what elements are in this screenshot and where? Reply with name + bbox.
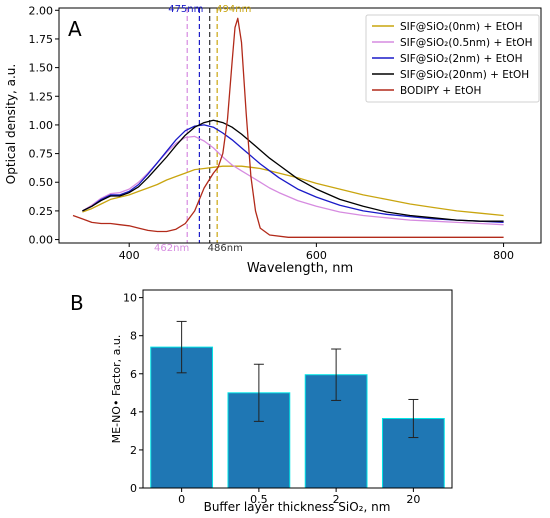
y-tick-label-2: 2.00 xyxy=(29,4,54,17)
plot-frame-a xyxy=(58,7,542,244)
y-tick-label-0.75: 0.75 xyxy=(29,148,54,161)
y-tick-label-1.75: 1.75 xyxy=(29,33,54,46)
x-tick-label-0: 0 xyxy=(178,493,185,506)
reference-line-label-475: 475nm xyxy=(168,4,203,15)
series-lines xyxy=(72,17,504,238)
x-tick-label-3: 20 xyxy=(406,493,420,506)
x-tick-label-600: 600 xyxy=(306,249,327,262)
y-tick-label-1.5: 1.50 xyxy=(29,62,54,75)
error-bar-2 xyxy=(331,348,342,401)
reference-line-label-486: 486nm xyxy=(208,243,243,254)
reference-line-label-494: 494nm xyxy=(216,4,251,15)
y-tick-label-1.25: 1.25 xyxy=(29,90,54,103)
x-axis-label-a: Wavelength, nm xyxy=(247,261,353,276)
y-tick-label-0: 0.00 xyxy=(29,234,54,247)
error-bars xyxy=(176,320,419,439)
legend-a: SIF@SiO₂(0nm) + EtOH SIF@SiO₂(0.5nm) + Et… xyxy=(365,14,540,103)
x-tick-label-400: 400 xyxy=(119,249,140,262)
legend-label-0: SIF@SiO₂(0nm) + EtOH xyxy=(400,21,523,33)
legend-entries: SIF@SiO₂(0nm) + EtOH SIF@SiO₂(0.5nm) + Et… xyxy=(372,21,533,97)
bars xyxy=(150,346,445,489)
y-tick-label-2: 2 xyxy=(130,444,137,457)
x-tick-label-800: 800 xyxy=(493,249,514,262)
series-line-2 xyxy=(82,124,504,224)
series-line-3 xyxy=(82,119,504,222)
x-axis-a: 400 600 800 xyxy=(119,243,514,262)
panel-label-a: A xyxy=(68,17,82,41)
y-axis-label-a: Optical density, a.u. xyxy=(4,64,18,184)
y-tick-label-0.25: 0.25 xyxy=(29,205,54,218)
panel-a: 400 600 800 0.00 0.25 0.50 0.75 1.00 1.25 1.50 1.… xyxy=(4,4,542,276)
legend-label-2: SIF@SiO₂(2nm) + EtOH xyxy=(400,53,523,65)
x-axis-b: 0 0.5 2 20 xyxy=(178,488,420,506)
x-tick-label-2: 2 xyxy=(333,493,340,506)
y-tick-label-1: 1.00 xyxy=(29,119,54,132)
panel-label-b: B xyxy=(70,291,84,315)
reference-lines xyxy=(186,8,218,243)
y-tick-label-0.5: 0.50 xyxy=(29,176,54,189)
plot-frame-b xyxy=(142,289,453,489)
y-tick-label-8: 8 xyxy=(130,330,137,343)
x-tick-label-1: 0.5 xyxy=(250,493,268,506)
y-tick-label-6: 6 xyxy=(130,368,137,381)
error-bar-0 xyxy=(176,320,187,374)
legend-label-1: SIF@SiO₂(0.5nm) + EtOH xyxy=(400,37,533,49)
panel-b: 0 0.5 2 20 0 2 4 6 8 10 B Buffer layer thickness… xyxy=(70,289,453,514)
reference-line-labels: 462nm 475nm 486nm 494nm xyxy=(154,4,251,254)
legend-box xyxy=(365,14,540,103)
legend-label-4: BODIPY + EtOH xyxy=(400,85,481,97)
series-line-1 xyxy=(82,135,504,226)
y-tick-label-4: 4 xyxy=(130,406,137,419)
y-axis-b: 0 2 4 6 8 10 xyxy=(123,292,143,495)
error-bar-1 xyxy=(253,363,264,422)
legend-label-3: SIF@SiO₂(20nm) + EtOH xyxy=(400,69,529,81)
series-line-4 xyxy=(72,17,504,238)
x-axis-label-b: Buffer layer thickness SiO₂, nm xyxy=(204,500,391,514)
y-axis-a: 0.00 0.25 0.50 0.75 1.00 1.25 1.50 1.75 2.00 xyxy=(29,4,59,247)
y-axis-label-b: ME-NO• Factor, a.u. xyxy=(110,335,123,444)
y-tick-label-10: 10 xyxy=(123,292,137,305)
y-tick-label-0: 0 xyxy=(130,482,137,495)
series-line-0 xyxy=(82,165,504,217)
error-bar-3 xyxy=(408,398,419,439)
reference-line-label-462: 462nm xyxy=(154,243,189,254)
